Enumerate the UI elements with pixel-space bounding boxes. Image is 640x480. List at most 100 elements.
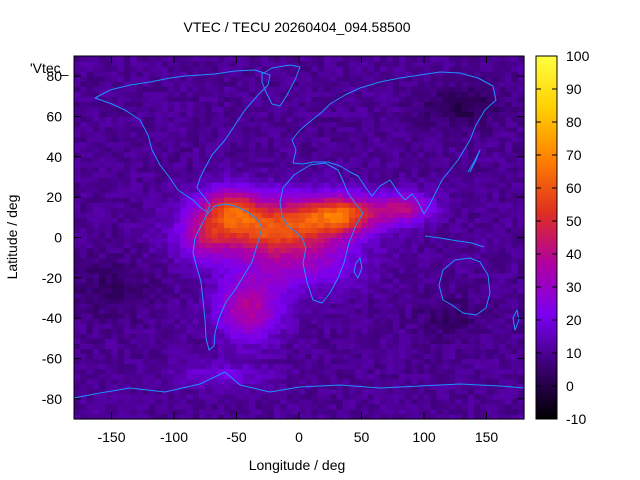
heatmap-cell [330,126,338,133]
heatmap-cell [230,333,238,339]
heatmap-cell [405,242,413,249]
heatmap-cell [236,182,244,188]
heatmap-cell [411,328,419,334]
heatmap-cell [492,282,500,289]
heatmap-cell [74,247,81,254]
heatmap-cell [230,131,238,138]
heatmap-cell [336,292,344,299]
heatmap-cell [442,146,450,153]
heatmap-cell [380,136,388,143]
heatmap-cell [217,197,225,203]
heatmap-cell [361,141,369,148]
heatmap-cell [167,308,175,314]
heatmap-cell [361,116,369,123]
heatmap-cell [311,227,319,234]
heatmap-cell [374,393,381,400]
heatmap-cell [342,282,350,289]
heatmap-cell [142,358,150,365]
heatmap-cell [411,116,419,123]
heatmap-cell [311,272,319,279]
heatmap-cell [186,197,194,203]
heatmap-cell [499,237,506,244]
heatmap-cell [399,212,406,218]
heatmap-cell [242,227,250,234]
heatmap-cell [205,303,213,309]
heatmap-cell [249,292,256,299]
heatmap-cell [405,106,413,113]
heatmap-cell [211,131,219,138]
heatmap-cell [392,413,400,420]
heatmap-cell [436,151,444,158]
heatmap-cell [124,333,131,339]
heatmap-cell [255,398,263,405]
heatmap-cell [205,61,213,67]
heatmap-cell [342,227,350,234]
heatmap-cell [305,242,313,249]
heatmap-cell [267,313,275,319]
heatmap-cell [349,166,356,173]
heatmap-cell [92,272,100,279]
heatmap-cell [480,398,488,405]
heatmap-cell [255,161,263,168]
heatmap-cell [461,242,469,249]
heatmap-cell [92,383,100,390]
heatmap-cell [474,187,481,193]
heatmap-cell [99,282,106,289]
heatmap-cell [217,217,225,223]
heatmap-cell [192,403,200,410]
heatmap-cell [342,398,350,405]
heatmap-cell [149,91,156,97]
heatmap-cell [161,91,169,97]
heatmap-cell [342,121,350,128]
heatmap-cell [105,262,113,269]
heatmap-cell [130,348,138,355]
heatmap-cell [286,282,294,289]
heatmap-cell [480,146,488,153]
heatmap-cell [174,358,181,365]
heatmap-cell [130,61,138,67]
heatmap-cell [117,146,125,153]
heatmap-cell [324,121,331,128]
heatmap-cell [474,182,481,188]
heatmap-cell [380,111,388,118]
heatmap-cell [330,106,338,113]
heatmap-cell [286,61,294,67]
heatmap-cell [217,308,225,314]
heatmap-cell [199,91,206,97]
heatmap-cell [261,237,269,244]
heatmap-cell [399,116,406,123]
heatmap-cell [349,86,356,92]
heatmap-cell [236,136,244,143]
heatmap-cell [417,338,425,344]
heatmap-cell [211,106,219,113]
heatmap-cell [392,328,400,334]
heatmap-cell [392,71,400,77]
heatmap-cell [386,96,394,102]
heatmap-cell [292,81,300,87]
heatmap-cell [186,101,194,108]
heatmap-cell [367,343,375,350]
heatmap-cell [336,182,344,188]
heatmap-cell [117,328,125,334]
heatmap-cell [155,257,163,264]
heatmap-cell [217,182,225,188]
heatmap-cell [74,257,81,264]
heatmap-cell [499,136,506,143]
heatmap-cell [124,358,131,365]
heatmap-cell [342,187,350,193]
heatmap-cell [405,227,413,234]
heatmap-cell [267,252,275,259]
heatmap-cell [211,343,219,350]
heatmap-cell [292,267,300,274]
heatmap-cell [324,91,331,97]
heatmap-cell [74,101,81,108]
heatmap-cell [330,91,338,97]
heatmap-cell [136,217,144,223]
heatmap-cell [424,126,431,133]
heatmap-cell [449,232,456,239]
heatmap-cell [349,252,356,259]
heatmap-cell [342,177,350,183]
heatmap-cell [467,81,475,87]
heatmap-cell [280,318,288,324]
heatmap-cell [124,237,131,244]
